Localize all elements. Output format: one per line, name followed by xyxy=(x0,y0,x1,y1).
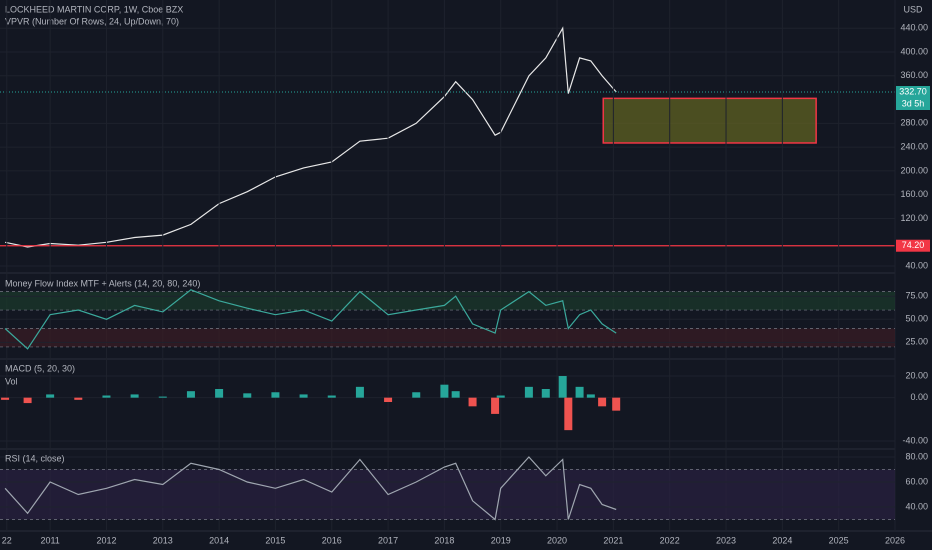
x-tick-label: 2025 xyxy=(829,535,849,545)
histogram-bar xyxy=(243,393,252,398)
pane-title: LOCKHEED MARTIN CORP, 1W, Cboe BZX xyxy=(5,4,183,14)
histogram-bar xyxy=(74,397,83,400)
y-tick-label: 0.00 xyxy=(910,392,928,402)
histogram-bar xyxy=(1,397,10,400)
histogram-bar xyxy=(586,394,595,398)
x-tick-label: 2017 xyxy=(378,535,398,545)
pane-title: RSI (14, close) xyxy=(5,453,65,463)
x-tick-label: 2018 xyxy=(434,535,454,545)
histogram-bar xyxy=(612,397,621,411)
price-axis xyxy=(895,0,932,550)
histogram-bar xyxy=(46,394,55,398)
histogram-bar xyxy=(412,392,421,398)
histogram-bar xyxy=(299,394,308,398)
y-tick-label: 120.00 xyxy=(900,213,928,223)
histogram-bar xyxy=(598,397,607,407)
series-line xyxy=(4,289,617,350)
histogram-bar xyxy=(355,386,364,398)
histogram-bar xyxy=(575,386,584,398)
last-price-bg xyxy=(896,85,930,110)
pane-subtitle: Vol xyxy=(5,376,18,386)
y-tick-label: 60.00 xyxy=(905,476,928,486)
pane-title: MACD (5, 20, 30) xyxy=(5,363,75,373)
currency-label: USD xyxy=(903,4,923,14)
histogram-bar xyxy=(271,392,280,398)
y-tick-label: 40.00 xyxy=(905,260,928,270)
y-tick-label: 440.00 xyxy=(900,23,928,33)
histogram-bar xyxy=(451,391,460,398)
countdown-label: 3d 5h xyxy=(902,98,925,108)
x-tick-label: 2026 xyxy=(885,535,905,545)
pane-title: Money Flow Index MTF + Alerts (14, 20, 8… xyxy=(5,278,200,288)
y-tick-label: 400.00 xyxy=(900,46,928,56)
x-tick-label: 2014 xyxy=(209,535,229,545)
y-tick-label: 240.00 xyxy=(900,141,928,151)
histogram-bar xyxy=(558,376,567,398)
histogram-bar xyxy=(491,397,500,414)
y-tick-label: 80.00 xyxy=(905,451,928,461)
x-tick-label: 22 xyxy=(2,535,12,545)
histogram-bar xyxy=(541,389,550,398)
band xyxy=(0,328,895,347)
target-zone xyxy=(602,97,817,144)
last-price-label: 332.70 xyxy=(899,86,927,96)
histogram-bar xyxy=(564,397,573,431)
x-tick-label: 2011 xyxy=(40,535,59,545)
band xyxy=(0,291,895,311)
series-line xyxy=(4,456,617,521)
y-tick-label: 160.00 xyxy=(900,189,928,199)
y-tick-label: 200.00 xyxy=(900,165,928,175)
y-tick-label: 50.00 xyxy=(905,314,928,324)
x-tick-label: 2023 xyxy=(716,535,736,545)
support-label: 74.20 xyxy=(902,240,925,250)
band xyxy=(0,469,895,520)
y-tick-label: 25.00 xyxy=(905,337,928,347)
x-tick-label: 2016 xyxy=(322,535,342,545)
y-tick-label: 280.00 xyxy=(900,118,928,128)
histogram-bar xyxy=(23,397,32,404)
pane-subtitle: VPVR (Number Of Rows, 24, Up/Down, 70) xyxy=(5,16,179,26)
y-tick-label: 75.00 xyxy=(905,291,928,301)
x-tick-label: 2015 xyxy=(265,535,285,545)
y-tick-label: -40.00 xyxy=(902,435,928,445)
x-tick-label: 2012 xyxy=(96,535,116,545)
histogram-bar xyxy=(130,394,139,398)
y-tick-label: 20.00 xyxy=(905,370,928,380)
histogram-bar xyxy=(102,395,111,398)
x-tick-label: 2013 xyxy=(153,535,173,545)
x-tick-label: 2024 xyxy=(772,535,792,545)
x-tick-label: 2022 xyxy=(660,535,680,545)
histogram-bar xyxy=(524,386,533,398)
histogram-bar xyxy=(384,397,393,402)
histogram-bar xyxy=(440,384,449,398)
y-tick-label: 360.00 xyxy=(900,70,928,80)
series-line xyxy=(4,26,617,248)
support-label-bg xyxy=(896,239,930,252)
x-tick-label: 2019 xyxy=(491,535,511,545)
x-tick-label: 2020 xyxy=(547,535,567,545)
histogram-bar xyxy=(158,396,167,398)
x-tick-label: 2021 xyxy=(603,535,623,545)
histogram-bar xyxy=(215,389,224,398)
histogram-bar xyxy=(327,395,336,398)
histogram-bar xyxy=(468,397,477,407)
histogram-bar xyxy=(496,395,505,398)
y-tick-label: 40.00 xyxy=(905,501,928,511)
histogram-bar xyxy=(186,391,195,398)
